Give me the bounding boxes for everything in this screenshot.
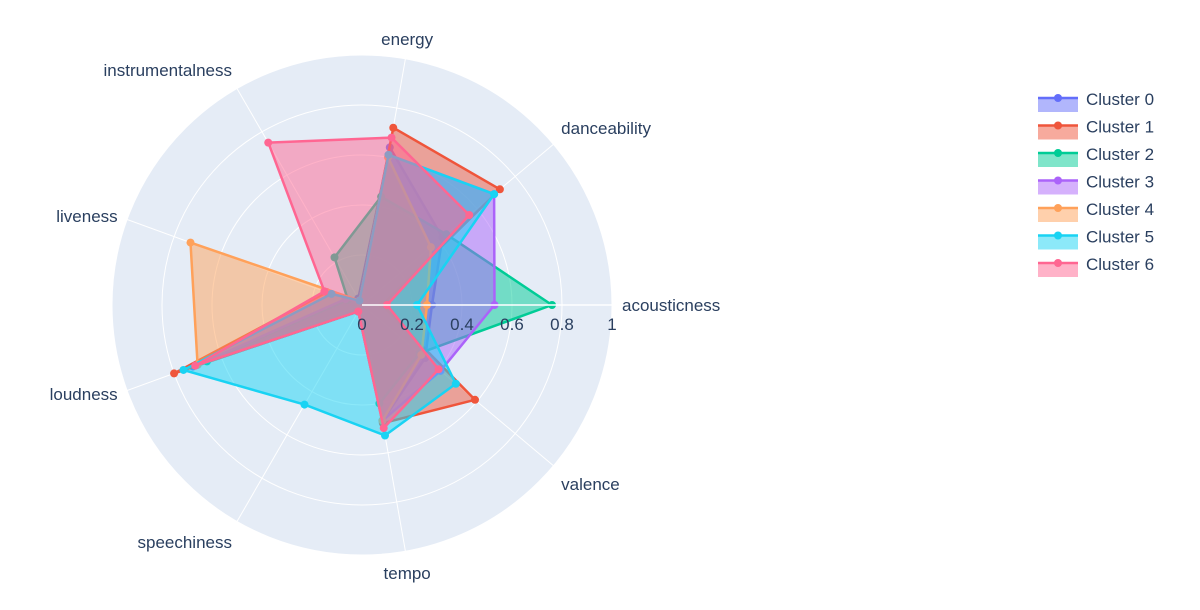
legend-swatch — [1038, 180, 1078, 195]
series-area — [193, 136, 471, 430]
legend-swatch — [1038, 263, 1078, 277]
series-6 — [191, 133, 474, 433]
legend-swatch — [1038, 235, 1078, 250]
data-point — [387, 133, 396, 142]
data-point — [179, 365, 188, 374]
legend-label: Cluster 0 — [1086, 90, 1154, 109]
axis-label-loudness: loudness — [50, 385, 118, 404]
legend-marker — [1054, 231, 1062, 240]
axis-label-instrumentalness: instrumentalness — [103, 61, 232, 80]
legend-swatch — [1038, 153, 1078, 167]
data-point — [465, 211, 474, 220]
legend-item-cluster-4[interactable]: Cluster 4 — [1038, 200, 1154, 222]
radial-tick-label: 0.6 — [500, 315, 524, 334]
legend-item-cluster-1[interactable]: Cluster 1 — [1038, 118, 1154, 140]
radial-tick-label: 1 — [607, 315, 616, 334]
angular-axis-labels: acousticness danceability energy instrument… — [50, 30, 721, 583]
legend-marker — [1054, 259, 1062, 267]
data-point — [300, 400, 309, 409]
series-layer — [170, 123, 612, 440]
axis-label-acousticness: acousticness — [622, 296, 720, 315]
legend-item-cluster-0[interactable]: Cluster 0 — [1038, 90, 1154, 112]
legend-label: Cluster 5 — [1086, 228, 1154, 247]
data-point — [389, 123, 398, 132]
data-point — [320, 287, 329, 296]
legend[interactable]: Cluster 0 Cluster 1 Cluster 2 Cluster 3 Clus… — [1038, 90, 1154, 277]
axis-label-valence: valence — [561, 475, 620, 494]
radial-tick-label: 0.8 — [550, 315, 574, 334]
legend-marker — [1054, 94, 1062, 102]
legend-marker — [1054, 176, 1062, 185]
axis-label-speechiness: speechiness — [137, 533, 232, 552]
data-point — [191, 361, 200, 370]
legend-label: Cluster 1 — [1086, 118, 1154, 137]
radial-tick-label: 0.2 — [400, 315, 424, 334]
data-point — [470, 395, 479, 404]
data-point — [379, 424, 388, 433]
legend-swatch — [1038, 208, 1078, 222]
legend-swatch — [1038, 98, 1078, 112]
legend-marker — [1054, 204, 1062, 212]
legend-item-cluster-2[interactable]: Cluster 2 — [1038, 145, 1154, 167]
legend-marker — [1054, 149, 1062, 157]
legend-item-cluster-3[interactable]: Cluster 3 — [1038, 173, 1154, 195]
legend-label: Cluster 2 — [1086, 145, 1154, 164]
data-point — [495, 185, 504, 194]
legend-swatch — [1038, 125, 1078, 140]
legend-item-cluster-6[interactable]: Cluster 6 — [1038, 255, 1154, 277]
radial-tick-labels: 0 0.2 0.4 0.6 0.8 1 — [357, 315, 616, 334]
legend-marker — [1054, 121, 1062, 130]
data-point — [354, 307, 363, 316]
legend-item-cluster-5[interactable]: Cluster 5 — [1038, 228, 1154, 250]
axis-label-tempo: tempo — [384, 564, 431, 583]
data-point — [264, 138, 273, 147]
data-point — [170, 369, 179, 378]
data-point — [434, 365, 443, 374]
axis-label-liveness: liveness — [56, 207, 117, 226]
data-point — [490, 190, 499, 199]
legend-label: Cluster 4 — [1086, 200, 1154, 219]
axis-label-danceability: danceability — [561, 119, 651, 138]
legend-label: Cluster 6 — [1086, 255, 1154, 274]
legend-label: Cluster 3 — [1086, 173, 1154, 192]
radial-tick-label: 0 — [357, 315, 366, 334]
data-point — [451, 379, 460, 388]
radial-tick-label: 0.4 — [450, 315, 474, 334]
data-point — [186, 238, 195, 247]
data-point — [381, 431, 390, 440]
axis-label-energy: energy — [381, 30, 433, 49]
